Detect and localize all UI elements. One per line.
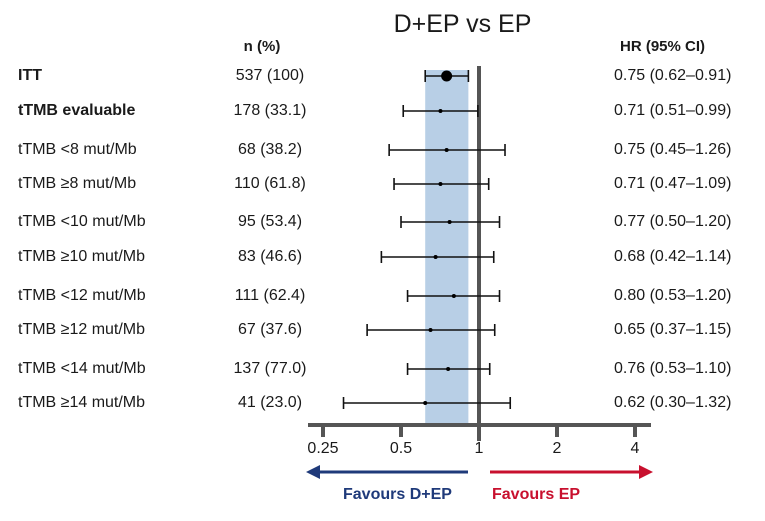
row-label: tTMB <14 mut/Mb bbox=[18, 360, 146, 377]
x-tick-label: 1 bbox=[474, 440, 484, 457]
row-n-percent: 537 (100) bbox=[235, 67, 305, 84]
row-n-percent: 67 (37.6) bbox=[237, 321, 303, 338]
hr-point-marker bbox=[447, 220, 452, 224]
hr-column-header: HR (95% CI) bbox=[620, 38, 706, 55]
row-n-percent: 110 (61.8) bbox=[234, 175, 306, 192]
x-tick-label: 0.25 bbox=[307, 440, 339, 457]
hr-point-marker bbox=[441, 70, 453, 82]
row-label: tTMB ≥14 mut/Mb bbox=[18, 394, 146, 411]
row-label: tTMB ≥8 mut/Mb bbox=[18, 175, 137, 192]
row-hr-ci: 0.77 (0.50–1.20) bbox=[614, 213, 732, 230]
chart-title: D+EP vs EP bbox=[393, 10, 532, 38]
row-hr-ci: 0.75 (0.45–1.26) bbox=[614, 141, 732, 158]
row-n-percent: 41 (23.0) bbox=[237, 394, 303, 411]
hr-point-marker bbox=[433, 255, 438, 259]
favours-ep-label: Favours EP bbox=[492, 486, 581, 503]
row-label: tTMB <12 mut/Mb bbox=[18, 287, 146, 304]
n-column-header: n (%) bbox=[243, 38, 281, 55]
itt-ci-shaded-band bbox=[425, 70, 469, 425]
row-label: tTMB ≥10 mut/Mb bbox=[18, 248, 146, 265]
row-n-percent: 178 (33.1) bbox=[233, 102, 307, 119]
arrow-right-icon bbox=[639, 465, 653, 479]
row-hr-ci: 0.68 (0.42–1.14) bbox=[614, 248, 732, 265]
x-tick-label: 0.5 bbox=[389, 440, 413, 457]
row-hr-ci: 0.71 (0.51–0.99) bbox=[614, 102, 732, 119]
hr-point-marker bbox=[438, 182, 443, 186]
row-hr-ci: 0.65 (0.37–1.15) bbox=[614, 321, 732, 338]
row-hr-ci: 0.75 (0.62–0.91) bbox=[614, 67, 732, 84]
hr-point-marker bbox=[428, 328, 433, 332]
x-tick-label: 2 bbox=[552, 440, 562, 457]
row-hr-ci: 0.71 (0.47–1.09) bbox=[614, 175, 732, 192]
row-label: ITT bbox=[18, 67, 42, 84]
row-hr-ci: 0.80 (0.53–1.20) bbox=[614, 287, 732, 304]
row-label: tTMB ≥12 mut/Mb bbox=[18, 321, 146, 338]
row-n-percent: 83 (46.6) bbox=[237, 248, 303, 265]
row-n-percent: 95 (53.4) bbox=[237, 213, 303, 230]
hr-point-marker bbox=[446, 367, 451, 371]
hr-point-marker bbox=[444, 148, 449, 152]
favours-d-ep-label: Favours D+EP bbox=[343, 486, 452, 503]
row-hr-ci: 0.76 (0.53–1.10) bbox=[614, 360, 732, 377]
hr-point-marker bbox=[438, 109, 443, 113]
hr-point-marker bbox=[423, 401, 428, 405]
row-n-percent: 68 (38.2) bbox=[237, 141, 303, 158]
row-n-percent: 137 (77.0) bbox=[233, 360, 307, 377]
row-label: tTMB <10 mut/Mb bbox=[18, 213, 146, 230]
row-hr-ci: 0.62 (0.30–1.32) bbox=[614, 394, 732, 411]
arrow-left-icon bbox=[306, 465, 320, 479]
hr-point-marker bbox=[451, 294, 456, 298]
row-n-percent: 111 (62.4) bbox=[234, 287, 306, 304]
x-tick-label: 4 bbox=[630, 440, 640, 457]
row-label: tTMB <8 mut/Mb bbox=[18, 141, 137, 158]
row-label: tTMB evaluable bbox=[18, 102, 136, 119]
